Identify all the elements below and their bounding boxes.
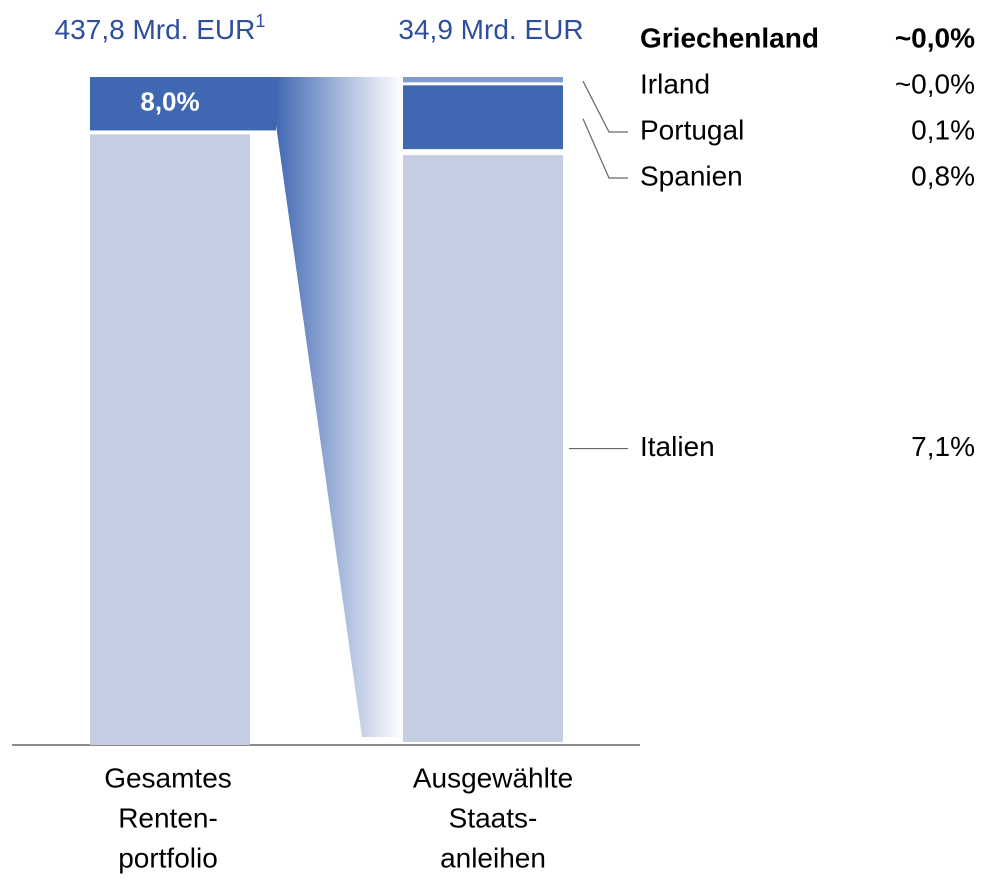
segment-label: 7,1% [911,431,975,462]
total-label: 34,9 Mrd. EUR [398,14,583,45]
segment-name: Portugal [640,114,744,145]
category-label: Ausgewählte [413,762,573,793]
connector [276,77,403,737]
segment-name: Spanien [640,160,743,191]
category-label: Staats- [449,802,538,833]
leader-line [582,80,628,133]
highlight-label: 8,0% [140,87,199,117]
segment-name: Italien [640,431,715,462]
category-label: Gesamtes [104,762,232,793]
category-label: anleihen [440,842,546,873]
segment [403,85,563,150]
segment [403,155,563,742]
total-text: 34,9 Mrd. EUR [398,14,583,45]
footnote: 1 [255,11,265,31]
total-text: 437,8 Mrd. EUR [55,14,256,45]
segment-name: Griechenland [640,22,819,53]
total-label: 437,8 Mrd. EUR1 [55,11,266,46]
bar-rest [90,134,250,745]
category-label: Renten- [118,802,218,833]
segment-name: Irland [640,68,710,99]
segment [403,77,563,83]
category-label: portfolio [118,842,218,873]
segment-label: ~0,0% [895,68,975,99]
segment-label: 0,1% [911,114,975,145]
leader-line [582,118,628,179]
segment-label: 0,8% [911,160,975,191]
segment-label: ~0,0% [895,22,975,53]
bar-highlight [90,77,276,131]
